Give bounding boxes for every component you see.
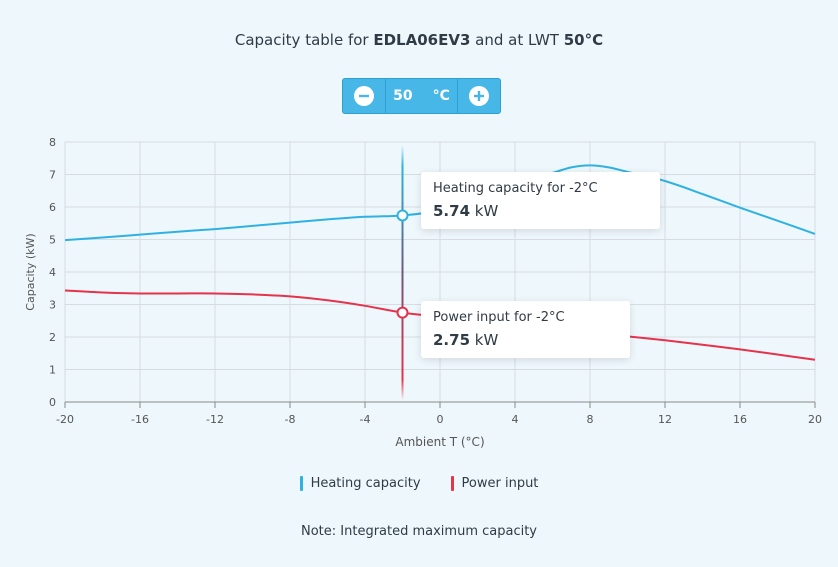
x-tick-label: -8 — [285, 413, 296, 426]
minus-icon — [354, 86, 375, 106]
crosshair — [396, 145, 409, 400]
heating-tooltip-value: 5.74 — [433, 202, 471, 220]
x-tick-label: -20 — [56, 413, 74, 426]
stepper-divider — [456, 79, 458, 113]
legend-item-power[interactable]: Power input — [450, 476, 539, 491]
power-marker — [396, 306, 409, 319]
legend-label-power: Power input — [461, 476, 539, 491]
stepper-value: 50 — [393, 88, 413, 104]
title-prefix: Capacity table for — [234, 31, 374, 49]
lwt-stepper[interactable]: 50 °C — [342, 78, 501, 114]
x-tick-label: 4 — [512, 413, 519, 426]
footnote: Note: Integrated maximum capacity — [300, 524, 537, 539]
legend-label-heating: Heating capacity — [310, 476, 421, 491]
x-tick-label: 20 — [808, 413, 822, 426]
x-tick-label: 8 — [587, 413, 594, 426]
y-tick-label: 1 — [49, 364, 56, 377]
heating-tooltip: Heating capacity for -2°C 5.74 kW — [421, 172, 660, 229]
legend: Heating capacity Power input — [0, 476, 838, 491]
y-axis-label: Capacity (kW) — [24, 233, 37, 310]
title-mid: and at LWT — [470, 31, 564, 49]
increase-button[interactable] — [458, 79, 500, 113]
title-model: EDLA06EV3 — [373, 31, 471, 49]
decrease-button[interactable] — [343, 79, 385, 113]
x-tick-label: 0 — [437, 413, 444, 426]
chart-title: Capacity table for EDLA06EV3 and at LWT … — [0, 31, 838, 49]
stepper-display: 50 °C — [386, 79, 456, 113]
power-swatch — [450, 476, 454, 491]
x-tick-label: -16 — [131, 413, 149, 426]
stepper-unit: °C — [432, 88, 450, 104]
x-tick-label: 16 — [733, 413, 747, 426]
power-tooltip-label: Power input for -2°C — [433, 310, 565, 325]
x-axis-label: Ambient T (°C) — [395, 435, 484, 449]
x-tick-label: -12 — [206, 413, 224, 426]
y-tick-label: 5 — [49, 234, 56, 247]
y-tick-label: 4 — [49, 266, 56, 279]
plus-icon — [468, 86, 489, 106]
title-lwt: 50°C — [563, 31, 604, 49]
y-tick-label: 2 — [49, 331, 56, 344]
power-tooltip-unit: kW — [474, 331, 499, 349]
legend-item-heating[interactable]: Heating capacity — [299, 476, 421, 491]
heating-tooltip-unit: kW — [474, 202, 499, 220]
y-tick-label: 6 — [49, 201, 56, 214]
y-tick-label: 0 — [49, 396, 56, 409]
stepper-divider — [385, 79, 387, 113]
power-tooltip-value: 2.75 — [433, 331, 471, 349]
heating-swatch — [299, 476, 303, 491]
crosshair-line — [401, 145, 404, 400]
heating-marker — [396, 209, 409, 222]
power-tooltip: Power input for -2°C 2.75 kW — [421, 301, 630, 358]
y-tick-label: 8 — [49, 136, 56, 149]
heating-tooltip-label: Heating capacity for -2°C — [433, 181, 598, 196]
x-tick-label: -4 — [360, 413, 371, 426]
y-tick-label: 3 — [49, 299, 56, 312]
x-tick-label: 12 — [658, 413, 672, 426]
y-tick-label: 7 — [49, 169, 56, 182]
